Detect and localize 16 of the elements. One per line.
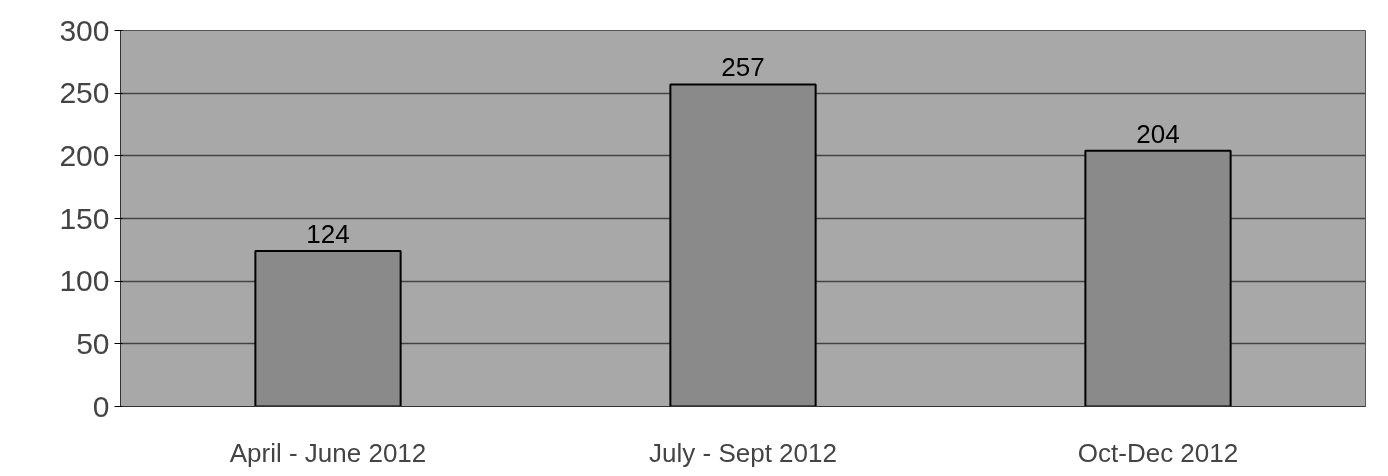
x-tick-label: July - Sept 2012: [649, 437, 837, 468]
bar: [1084, 149, 1232, 407]
y-tick-label: 150: [59, 201, 110, 235]
bar: [254, 250, 402, 407]
bar: [669, 83, 817, 407]
y-tick-label: 250: [59, 76, 110, 110]
data-label: 257: [721, 52, 765, 83]
y-tick-label: 100: [59, 264, 110, 298]
y-tick-label: 300: [59, 13, 110, 47]
y-tick-label: 200: [59, 138, 110, 172]
y-tick-label: 50: [76, 326, 110, 360]
data-label: 124: [306, 219, 350, 250]
data-label: 204: [1136, 118, 1180, 149]
y-tick-label: 0: [92, 389, 110, 423]
x-tick-label: April - June 2012: [229, 437, 427, 468]
x-tick-label: Oct-Dec 2012: [1077, 437, 1239, 468]
